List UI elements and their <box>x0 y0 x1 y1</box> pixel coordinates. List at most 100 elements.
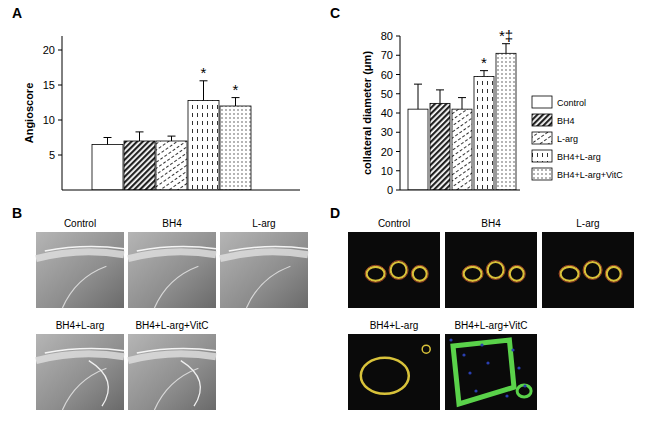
y-tick-label: 60 <box>381 69 393 81</box>
y-tick-label: 0 <box>387 184 393 196</box>
vessel <box>137 349 216 353</box>
vessel-ring <box>411 265 428 282</box>
image-caption: BH4+L-arg+VitC <box>454 320 527 331</box>
y-tick <box>396 113 400 114</box>
error-line <box>418 84 419 109</box>
image <box>445 232 537 308</box>
nucleus <box>468 371 471 374</box>
error-cap <box>136 131 144 132</box>
fluo-bg <box>348 334 440 410</box>
annotation: * <box>233 81 239 98</box>
vessel <box>154 266 198 308</box>
vessel <box>62 266 106 308</box>
vessel-ring <box>462 265 483 282</box>
error-bar <box>232 98 240 106</box>
xray-bg <box>128 232 216 308</box>
nucleus <box>505 394 508 397</box>
panel-letter: B <box>12 205 22 221</box>
xray-bg <box>36 232 124 308</box>
image <box>445 334 537 410</box>
image-caption: BH4+L-arg <box>56 320 105 331</box>
nucleus <box>517 366 520 369</box>
y-tick-label: 20 <box>43 44 55 56</box>
legend-swatch <box>532 168 552 180</box>
error-bar <box>200 81 208 101</box>
vessel-ring <box>389 261 408 280</box>
bar <box>474 76 494 190</box>
vessel <box>246 266 290 308</box>
image <box>220 232 308 308</box>
panel-letter: C <box>330 5 340 21</box>
bone <box>36 354 124 361</box>
nucleus <box>462 353 465 356</box>
y-axis <box>62 36 63 190</box>
bone <box>220 252 308 259</box>
bone <box>128 354 216 361</box>
vessel-ring <box>391 262 407 278</box>
y-tick <box>58 50 62 51</box>
bar <box>496 53 516 190</box>
vessel-ring <box>413 267 427 281</box>
image-caption: Control <box>378 218 410 229</box>
error-line <box>440 90 441 103</box>
fluo-bg <box>445 232 537 308</box>
fluo-bg <box>348 232 440 308</box>
bar <box>452 109 472 190</box>
y-tick <box>396 55 400 56</box>
fluo-bg <box>445 334 537 410</box>
nucleus <box>523 384 526 387</box>
y-tick <box>396 190 400 191</box>
nucleus <box>474 389 477 392</box>
nucleus <box>486 361 489 364</box>
bar <box>124 141 155 190</box>
error-cap <box>414 84 422 85</box>
figure: A5101520Angioscore**C01020304050607080co… <box>0 0 648 432</box>
error-bar <box>104 138 112 145</box>
vessel-ring <box>605 265 622 282</box>
error-line <box>484 71 485 77</box>
y-tick-label: 10 <box>43 114 55 126</box>
image <box>36 232 124 308</box>
error-bar <box>502 44 510 54</box>
error-cap <box>458 97 466 98</box>
legend-swatch <box>532 150 552 162</box>
error-bar <box>436 90 444 103</box>
y-tick <box>396 170 400 171</box>
y-tick <box>396 93 400 94</box>
vessel-ring <box>517 385 531 397</box>
y-tick-label: 70 <box>381 49 393 61</box>
y-tick <box>58 120 62 121</box>
image <box>128 334 216 410</box>
bar <box>188 100 219 190</box>
xray-bg <box>36 334 124 410</box>
bone <box>128 252 216 259</box>
legend-label: BH4 <box>557 116 575 126</box>
bar <box>220 106 251 190</box>
x-axis <box>62 190 300 191</box>
image-caption: BH4+L-arg+VitC <box>135 320 208 331</box>
legend-swatch <box>532 132 552 144</box>
legend-swatch <box>532 114 552 126</box>
panel-letter: A <box>12 5 22 21</box>
y-tick-label: 50 <box>381 88 393 100</box>
error-line <box>203 81 204 101</box>
legend: ControlBH4L-argBH4+L-argBH4+L-arg+VitC <box>532 96 623 180</box>
image <box>348 334 440 410</box>
image <box>36 334 124 410</box>
error-cap <box>436 89 444 90</box>
y-tick-label: 80 <box>381 30 393 42</box>
vessel <box>45 247 124 251</box>
vessel-ring <box>508 265 525 282</box>
bar <box>156 141 187 190</box>
image-panel: DControlBH4L-argBH4+L-argBH4+L-arg+VitC <box>330 205 634 410</box>
error-line <box>506 44 507 54</box>
vessel-ring <box>488 262 504 278</box>
vessel-ring <box>367 267 385 281</box>
error-bar <box>458 98 466 110</box>
error-line <box>171 136 172 141</box>
vessel <box>229 247 308 251</box>
vessel-ring <box>585 262 601 278</box>
image <box>542 232 634 308</box>
vessel <box>62 368 106 410</box>
x-axis <box>400 190 520 191</box>
